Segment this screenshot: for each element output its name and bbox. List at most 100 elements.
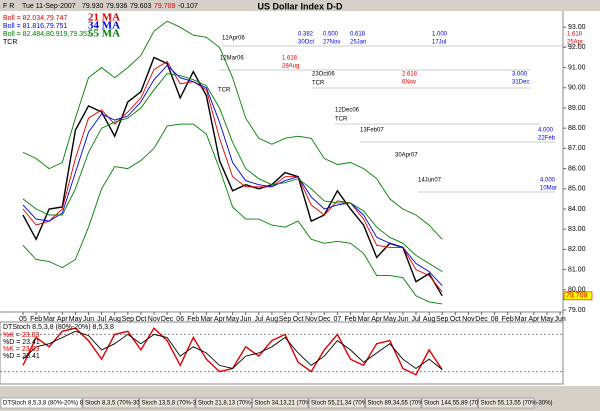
- x-tick-label: May: [540, 316, 554, 323]
- y-tick-label: 82.00: [568, 246, 586, 253]
- series-line: [22, 20, 443, 240]
- tab[interactable]: Stoch 55,21,34 (70%-30%): [308, 397, 383, 409]
- annotation: 25Jan: [350, 40, 366, 46]
- annotation: 30Oct: [298, 40, 314, 46]
- y-tick-label: 88.00: [568, 125, 586, 132]
- tab-box[interactable]: [0, 397, 83, 409]
- tab-box[interactable]: [478, 397, 535, 409]
- stoch-readout: %D = 23.41: [3, 353, 40, 360]
- tab-box[interactable]: [82, 397, 139, 409]
- stoch-title: DTStoch 8,5,3,8 (80%-20%) 8,5,3,8: [3, 324, 114, 331]
- tab-box[interactable]: [139, 397, 196, 409]
- tab-label[interactable]: Stoch 8,3,5 (70%-30%): [85, 401, 147, 407]
- x-tick-label: Jun: [554, 316, 565, 323]
- series-line: [22, 60, 443, 293]
- high: 79.936: [106, 3, 128, 10]
- flags: F R: [3, 3, 14, 10]
- x-tick-label: Jun: [83, 316, 94, 323]
- tab-label[interactable]: Stoch 21,8,13 (70%-30%): [198, 401, 267, 407]
- chart-title: US Dollar Index D-D: [257, 1, 343, 11]
- x-tick-label: Oct: [135, 316, 146, 323]
- tab-label[interactable]: Stoch 55,21,34 (70%-30%): [311, 401, 383, 407]
- x-tick-label: Mar: [43, 316, 56, 323]
- legend-boll: Boll = 81.816,79.751: [3, 23, 68, 30]
- tab-label[interactable]: Stoch 55,13,55 (70%-30%): [481, 401, 553, 407]
- annotation: 1.618: [282, 56, 298, 62]
- tab-label[interactable]: DTStoch 8,5,3,8 (80%-20%) 8,5,3,8: [3, 401, 99, 407]
- annotation: 12Mar06: [220, 56, 244, 62]
- x-tick-label: Aug: [423, 316, 436, 323]
- y-tick-label: 86.00: [568, 165, 586, 172]
- x-tick-label: Jun: [397, 316, 408, 323]
- x-tick-label: Oct: [450, 316, 461, 323]
- annotation: 0.500: [323, 32, 339, 38]
- x-tick-label: Jul: [412, 316, 421, 323]
- annotation: 2.618: [402, 72, 418, 78]
- price-tag-label: 79.709: [566, 293, 588, 300]
- y-tick-label: 84.00: [568, 206, 586, 213]
- tab-box[interactable]: [365, 397, 422, 409]
- tab[interactable]: Stoch 21,8,13 (70%-30%): [195, 397, 267, 409]
- series-line: [22, 56, 443, 297]
- tab-box[interactable]: [252, 397, 309, 409]
- close: 79.709: [154, 3, 176, 10]
- x-tick-label: Nov: [462, 316, 475, 323]
- tab[interactable]: Stoch 144,55,89 (70%-30%): [421, 397, 499, 409]
- change: -0.107: [178, 3, 198, 10]
- x-tick-label: Mar: [200, 316, 213, 323]
- tab-label[interactable]: Stoch 34,13,21 (70%-30%): [255, 401, 327, 407]
- x-tick-label: Dec: [161, 316, 174, 323]
- x-tick-label: Apr: [57, 316, 69, 323]
- x-tick-label: Dec: [475, 316, 488, 323]
- tab-label[interactable]: Stoch 144,55,89 (70%-30%): [424, 401, 499, 407]
- stoch-frame: [0, 321, 564, 385]
- y-tick-label: 91.00: [568, 64, 586, 71]
- x-tick-label: Jun: [240, 316, 251, 323]
- annotation: 22Feb: [538, 136, 556, 142]
- date: Tue 11-Sep-2007: [22, 3, 76, 10]
- annotation: 0.382: [298, 32, 314, 38]
- x-tick-label: Oct: [293, 316, 304, 323]
- y-tick-label: 87.00: [568, 145, 586, 152]
- tab-box[interactable]: [308, 397, 365, 409]
- annotation: 27Nov: [323, 40, 340, 46]
- tab[interactable]: Stoch 55,13,55 (70%-30%): [478, 397, 553, 409]
- tab-box[interactable]: [421, 397, 478, 409]
- x-tick-label: Aug: [108, 316, 121, 323]
- legend-boll: Boll = 82.484,80.919,79.353: [3, 31, 91, 38]
- stoch-readout: %K = 23.03: [3, 332, 39, 339]
- annotation: 13Feb07: [360, 128, 384, 134]
- tab-box[interactable]: [195, 397, 252, 409]
- annotation: 0.618: [350, 32, 366, 38]
- x-tick-label: Apr: [371, 316, 383, 323]
- x-tick-label: 08: [491, 316, 499, 323]
- x-tick-label: Sep: [436, 316, 449, 323]
- tab[interactable]: Stoch 13,5,8 (70%-30%): [139, 397, 207, 409]
- header-bar: [0, 0, 600, 11]
- annotation: 4.000: [540, 178, 556, 184]
- x-tick-label: Feb: [344, 316, 356, 323]
- annotation: 31Dec: [512, 80, 529, 86]
- annotation: 25Apr: [567, 40, 583, 46]
- tab[interactable]: Stoch 8,3,5 (70%-30%): [82, 397, 147, 409]
- annotation: 30Apr07: [395, 153, 418, 159]
- x-tick-label: 06: [176, 316, 184, 323]
- tab[interactable]: Stoch 34,13,21 (70%-30%): [252, 397, 327, 409]
- tab[interactable]: DTStoch 8,5,3,8 (80%-20%) 8,5,3,8: [0, 397, 99, 409]
- x-tick-label: Sep: [122, 316, 135, 323]
- x-tick-label: Feb: [30, 316, 42, 323]
- annotation: 1.618: [567, 32, 583, 38]
- x-tick-label: Sep: [279, 316, 292, 323]
- y-tick-label: 92.00: [568, 44, 586, 51]
- tab[interactable]: Stoch 89,34,55 (70%-30%): [365, 397, 440, 409]
- tab-label[interactable]: Stoch 13,5,8 (70%-30%): [142, 401, 207, 407]
- legend-boll: Boll = 82.034,79.747: [3, 15, 68, 22]
- stoch-readout: %D = 23.41: [3, 339, 40, 346]
- x-tick-label: 07: [334, 316, 342, 323]
- low: 79.603: [130, 3, 152, 10]
- legend-name: 55 MA: [88, 28, 120, 40]
- x-tick-label: Mar: [515, 316, 528, 323]
- tab-label[interactable]: Stoch 89,34,55 (70%-30%): [368, 401, 440, 407]
